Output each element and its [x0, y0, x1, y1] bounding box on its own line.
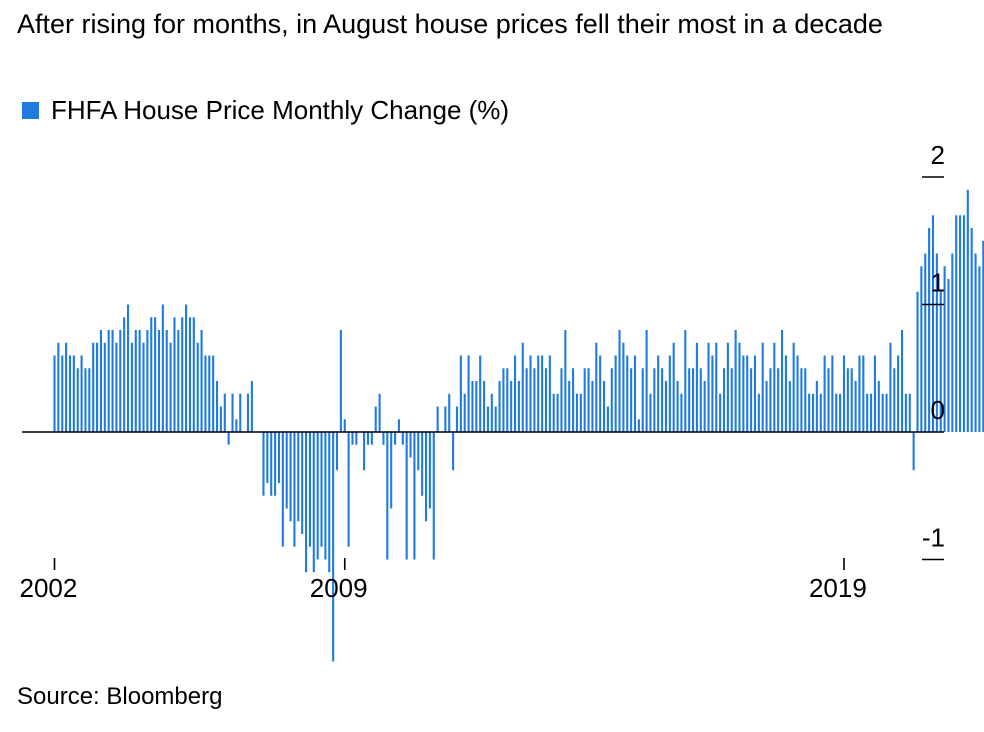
- y-tick-label: 0: [931, 395, 945, 425]
- source-note: Source: Bloomberg: [17, 683, 223, 710]
- x-tick-label: 2019: [809, 573, 867, 603]
- chart-legend: FHFA House Price Monthly Change (%): [22, 93, 509, 127]
- legend-label: FHFA House Price Monthly Change (%): [51, 94, 510, 125]
- y-tick-label: 1: [931, 268, 945, 298]
- y-tick-label: 2: [931, 140, 945, 170]
- legend-swatch: [22, 101, 39, 119]
- chart-title: After rising for months, in August house…: [17, 9, 883, 39]
- x-tick-label: 2009: [310, 573, 368, 603]
- x-tick-label: 2002: [20, 573, 78, 603]
- y-tick-label: -1: [922, 523, 945, 553]
